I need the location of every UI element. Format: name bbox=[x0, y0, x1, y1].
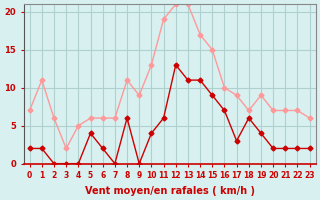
X-axis label: Vent moyen/en rafales ( km/h ): Vent moyen/en rafales ( km/h ) bbox=[85, 186, 255, 196]
